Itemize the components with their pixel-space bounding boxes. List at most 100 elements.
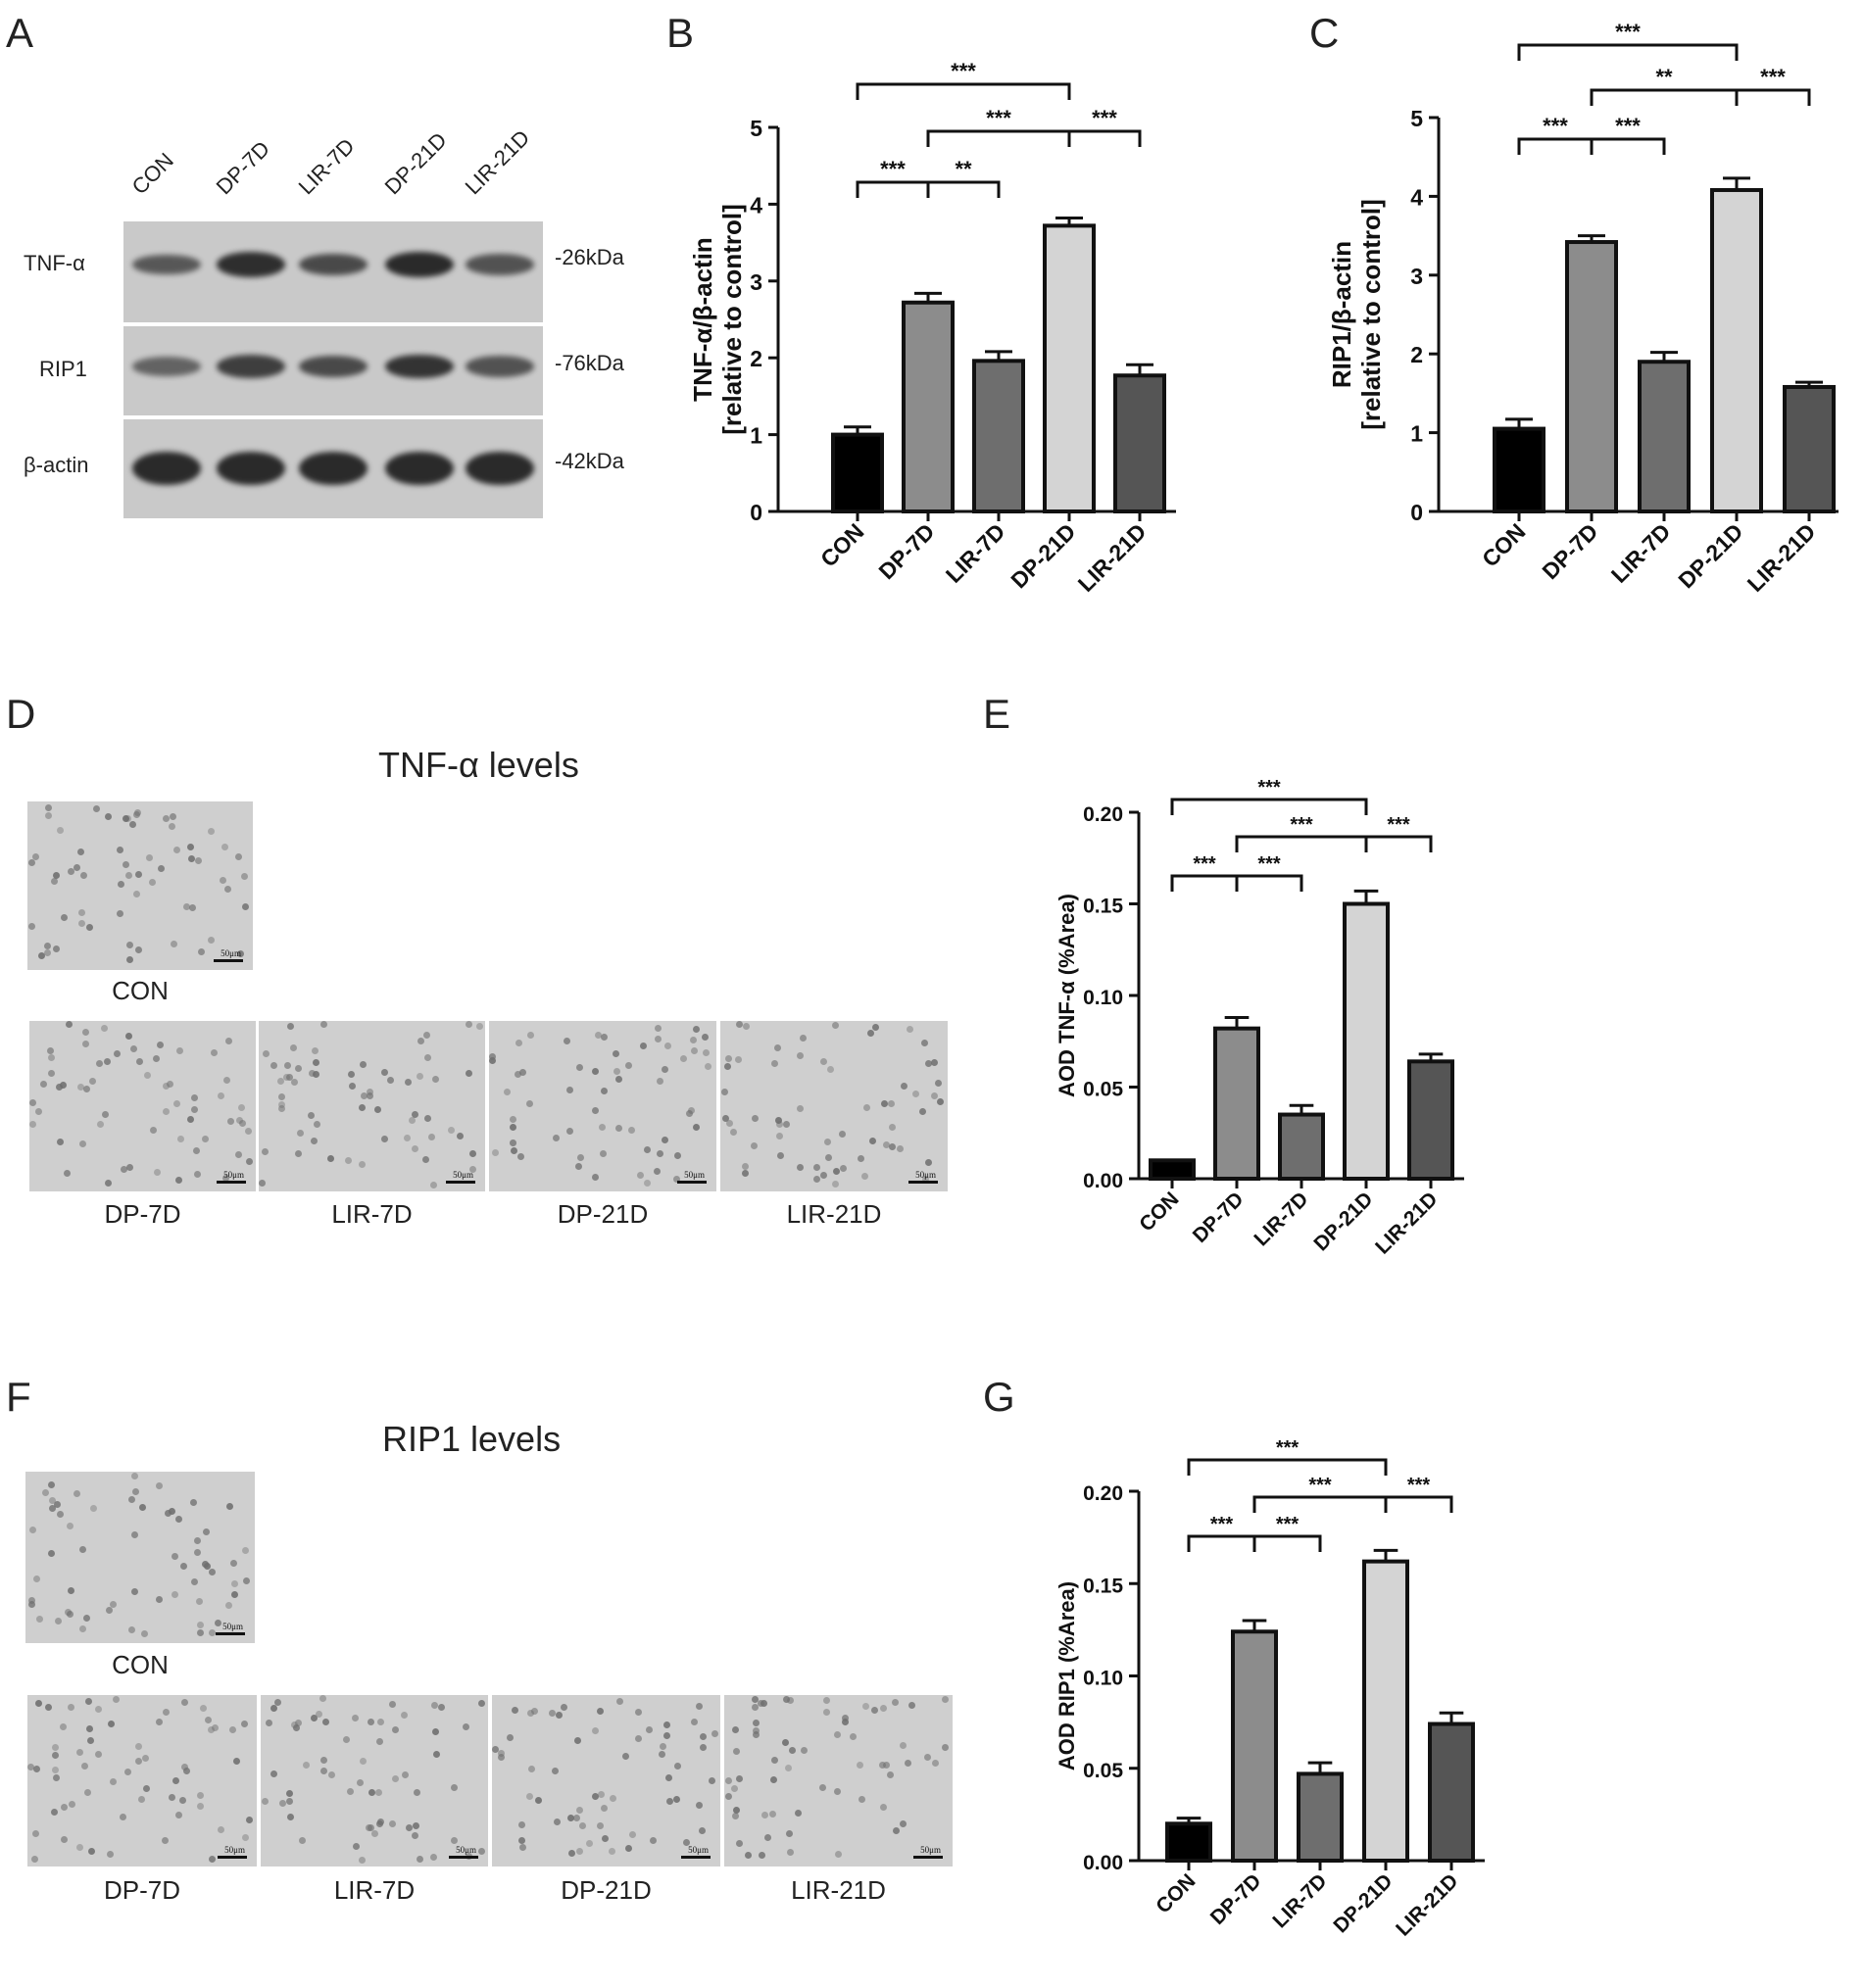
cell-nucleus [359, 1857, 366, 1864]
cell-nucleus [833, 1168, 840, 1175]
cell-nucleus [412, 1832, 418, 1839]
cell-nucleus [101, 1025, 108, 1032]
cell-nucleus [191, 1578, 198, 1585]
cell-nucleus [78, 920, 85, 927]
cell-nucleus [89, 1078, 96, 1085]
cell-nucleus [921, 1040, 928, 1046]
significance-bracket [1590, 137, 1666, 155]
cell-nucleus [526, 1100, 533, 1107]
cell-nucleus [858, 1155, 864, 1162]
cell-nucleus [67, 1611, 74, 1618]
cell-nucleus [800, 1035, 807, 1042]
cell-nucleus [566, 1128, 573, 1135]
cell-nucleus [515, 1071, 521, 1078]
cell-nucleus [290, 1044, 297, 1051]
cell-nucleus [579, 1822, 586, 1829]
cell-nucleus [76, 1749, 83, 1756]
cell-nucleus [709, 1777, 715, 1784]
cell-nucleus [83, 1615, 90, 1622]
significance-bracket [1170, 798, 1368, 815]
y-axis-label: RIP1/β-actin [1327, 241, 1356, 388]
bar [1278, 1112, 1325, 1181]
cell-nucleus [205, 1717, 212, 1723]
cell-nucleus [123, 815, 129, 822]
cell-nucleus [466, 1070, 472, 1077]
cell-nucleus [45, 1704, 52, 1711]
cell-nucleus [233, 1758, 240, 1765]
y-tick-label: 5 [1410, 106, 1423, 131]
cell-nucleus [786, 1830, 793, 1837]
cell-nucleus [167, 1081, 173, 1088]
cell-nucleus [883, 1141, 890, 1148]
cell-nucleus [554, 1818, 561, 1825]
significance-label: *** [1543, 114, 1568, 138]
cell-nucleus [163, 1709, 170, 1716]
cell-nucleus [136, 1058, 143, 1065]
cell-nucleus [887, 1771, 894, 1778]
cell-nucleus [924, 1754, 931, 1761]
cell-nucleus [74, 864, 80, 871]
cell-nucleus [287, 1814, 294, 1820]
cell-nucleus [820, 1058, 827, 1065]
blot-band [466, 254, 534, 275]
y-tick-label: 0 [1410, 500, 1423, 525]
cell-nucleus [680, 1055, 687, 1062]
cell-nucleus [29, 1099, 36, 1106]
y-tick-label: 3 [750, 269, 762, 295]
cell-nucleus [469, 1166, 476, 1173]
cell-nucleus [197, 1629, 204, 1636]
blot-band [132, 254, 201, 275]
cell-nucleus [690, 1037, 697, 1043]
cell-nucleus [241, 1721, 248, 1727]
y-tick-label: 5 [750, 116, 762, 141]
x-tick-label: DP-21D [1309, 1188, 1377, 1255]
cell-nucleus [858, 1796, 865, 1803]
cell-nucleus [932, 1760, 939, 1767]
ihc-rip1-caption: DP-7D [103, 1875, 180, 1905]
cell-nucleus [175, 1177, 182, 1184]
cell-nucleus [130, 1045, 137, 1052]
cell-nucleus [564, 1038, 570, 1044]
cell-nucleus [743, 1023, 750, 1030]
blot-band [466, 452, 534, 485]
cell-nucleus [67, 1523, 74, 1529]
cell-nucleus [278, 1101, 285, 1108]
cell-nucleus [45, 804, 52, 811]
cell-nucleus [412, 1111, 418, 1118]
cell-nucleus [314, 1121, 320, 1128]
cell-nucleus [592, 1793, 599, 1800]
x-tick-label: LIR-7D [1250, 1188, 1312, 1250]
cell-nucleus [824, 1139, 831, 1145]
cell-nucleus [389, 1820, 396, 1827]
cell-nucleus [655, 1036, 662, 1042]
cell-nucleus [424, 1115, 431, 1122]
cell-nucleus [131, 1531, 138, 1538]
cell-nucleus [90, 1505, 97, 1512]
blot-band [299, 452, 368, 485]
cell-nucleus [783, 1121, 790, 1128]
cell-nucleus [518, 1837, 525, 1844]
cell-nucleus [295, 1720, 302, 1726]
cell-nucleus [278, 1093, 285, 1100]
cell-nucleus [156, 1719, 163, 1725]
cell-nucleus [181, 1699, 188, 1706]
ihc-tnf-image-lir21d: 50μm [720, 1021, 948, 1191]
cell-nucleus [209, 1629, 216, 1636]
ihc-rip1-caption: CON [112, 1650, 169, 1679]
cell-nucleus [33, 1766, 40, 1772]
cell-nucleus [198, 948, 205, 955]
cell-nucleus [235, 1151, 242, 1158]
cell-nucleus [931, 1092, 938, 1099]
cell-nucleus [592, 1174, 599, 1181]
cell-nucleus [95, 1751, 102, 1758]
cell-nucleus [128, 1496, 135, 1503]
cell-nucleus [922, 1176, 929, 1183]
cell-nucleus [35, 1108, 42, 1115]
cell-nucleus [53, 946, 60, 952]
cell-nucleus [519, 1069, 526, 1076]
cell-nucleus [412, 1145, 418, 1152]
cell-nucleus [320, 1021, 327, 1028]
cell-nucleus [28, 923, 35, 930]
cell-nucleus [353, 1843, 360, 1850]
cell-nucleus [413, 1822, 419, 1829]
